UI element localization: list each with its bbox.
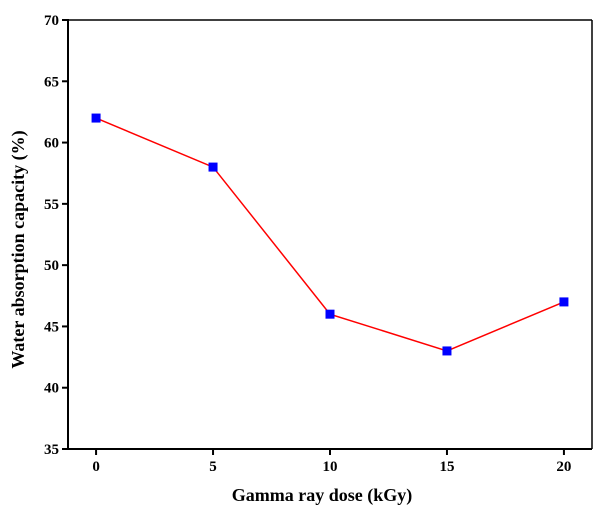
y-tick-label: 70 bbox=[44, 13, 59, 29]
y-tick-label: 65 bbox=[44, 74, 59, 90]
series-group bbox=[91, 113, 569, 356]
y-tick-label: 35 bbox=[44, 442, 59, 458]
y-tick-label: 50 bbox=[44, 258, 59, 274]
x-tick-label: 20 bbox=[556, 459, 571, 475]
data-point bbox=[208, 162, 218, 172]
x-tick-label: 5 bbox=[209, 459, 217, 475]
data-point bbox=[91, 113, 101, 123]
x-tick-label: 0 bbox=[92, 459, 100, 475]
y-axis-title: Water absorption capacity (%) bbox=[8, 130, 29, 368]
y-axis-ticks: 35 40 45 50 55 60 65 70 bbox=[44, 13, 68, 458]
y-tick-label: 45 bbox=[44, 319, 59, 335]
y-tick-label: 40 bbox=[44, 381, 59, 397]
y-tick-label: 55 bbox=[44, 197, 59, 213]
data-point bbox=[325, 309, 335, 319]
data-point bbox=[442, 346, 452, 356]
y-tick-label: 60 bbox=[44, 136, 59, 152]
x-tick-label: 10 bbox=[323, 459, 338, 475]
x-tick-label: 15 bbox=[439, 459, 454, 475]
x-axis-title: Gamma ray dose (kGy) bbox=[232, 485, 412, 506]
x-axis-ticks: 0 5 10 15 20 bbox=[92, 449, 571, 475]
data-point bbox=[559, 297, 569, 307]
plot-frame bbox=[67, 19, 593, 450]
